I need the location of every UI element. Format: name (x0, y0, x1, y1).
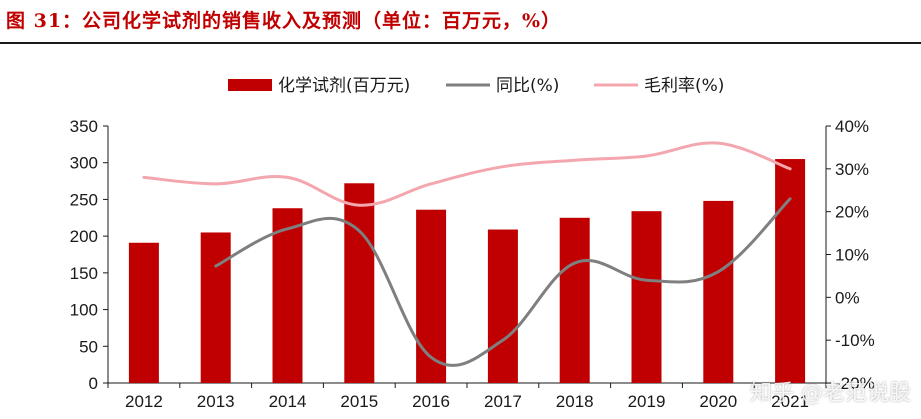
bar-2012 (128, 242, 159, 383)
x-tick-label: 2016 (412, 392, 450, 411)
x-tick-label: 2014 (269, 392, 307, 411)
chart-axes: 0 50 100 150 200 250 300 350 -20% -10% 0% 10% 20% 30%… (70, 117, 875, 411)
x-tick-label: 2015 (340, 392, 378, 411)
bar-2015 (344, 183, 375, 383)
y-left-tick-label: 200 (70, 227, 98, 246)
yoy-line (214, 197, 792, 367)
legend-item-reagent-revenue-swatch (228, 79, 272, 91)
y-right-tick-label: 20% (835, 203, 869, 222)
y-left-tick-label: 100 (70, 301, 98, 320)
x-tick-label: 2020 (699, 392, 737, 411)
bar-2020 (703, 200, 734, 383)
y-right-tick-label: 10% (835, 246, 869, 265)
x-tick-label: 2019 (628, 392, 666, 411)
bar-2014 (272, 208, 303, 383)
y-right-tick-label: 0% (835, 288, 860, 307)
bar-2013 (200, 232, 231, 383)
x-tick-label: 2012 (125, 392, 163, 411)
legend-item-gross-margin-label: 毛利率(%) (644, 76, 724, 96)
y-left-tick-label: 250 (70, 190, 98, 209)
gross-margin-line (142, 141, 792, 207)
bar-series (128, 159, 806, 383)
bar-2017 (487, 229, 518, 383)
x-tick-label: 2021 (771, 392, 809, 411)
y-right-tick-label: -20% (835, 374, 875, 393)
bar-2021 (775, 159, 806, 383)
y-left-tick-label: 50 (79, 337, 98, 356)
x-tick-label: 2017 (484, 392, 522, 411)
watermark: 知乎 @老范说股 (750, 381, 911, 406)
bar-2016 (416, 209, 447, 383)
line-series (142, 141, 792, 367)
y-right-tick-label: 40% (835, 117, 869, 136)
title-divider (0, 42, 921, 44)
legend-item-reagent-revenue-label: 化学试剂(百万元) (278, 76, 410, 96)
y-right-tick-label: -10% (835, 331, 875, 350)
bar-2018 (559, 217, 590, 383)
figure-title: 图 31：公司化学试剂的销售收入及预测（单位：百万元，%） (6, 10, 562, 32)
y-left-tick-label: 300 (70, 154, 98, 173)
y-left-tick-label: 350 (70, 117, 98, 136)
y-left-tick-label: 0 (89, 374, 98, 393)
x-tick-label: 2013 (197, 392, 235, 411)
chart-legend: 化学试剂(百万元) 同比(%) 毛利率(%) (228, 76, 724, 96)
bar-2019 (631, 211, 662, 383)
y-left-tick-label: 150 (70, 264, 98, 283)
y-right-tick-label: 30% (835, 160, 869, 179)
x-tick-label: 2018 (556, 392, 594, 411)
legend-item-yoy-label: 同比(%) (496, 76, 559, 96)
